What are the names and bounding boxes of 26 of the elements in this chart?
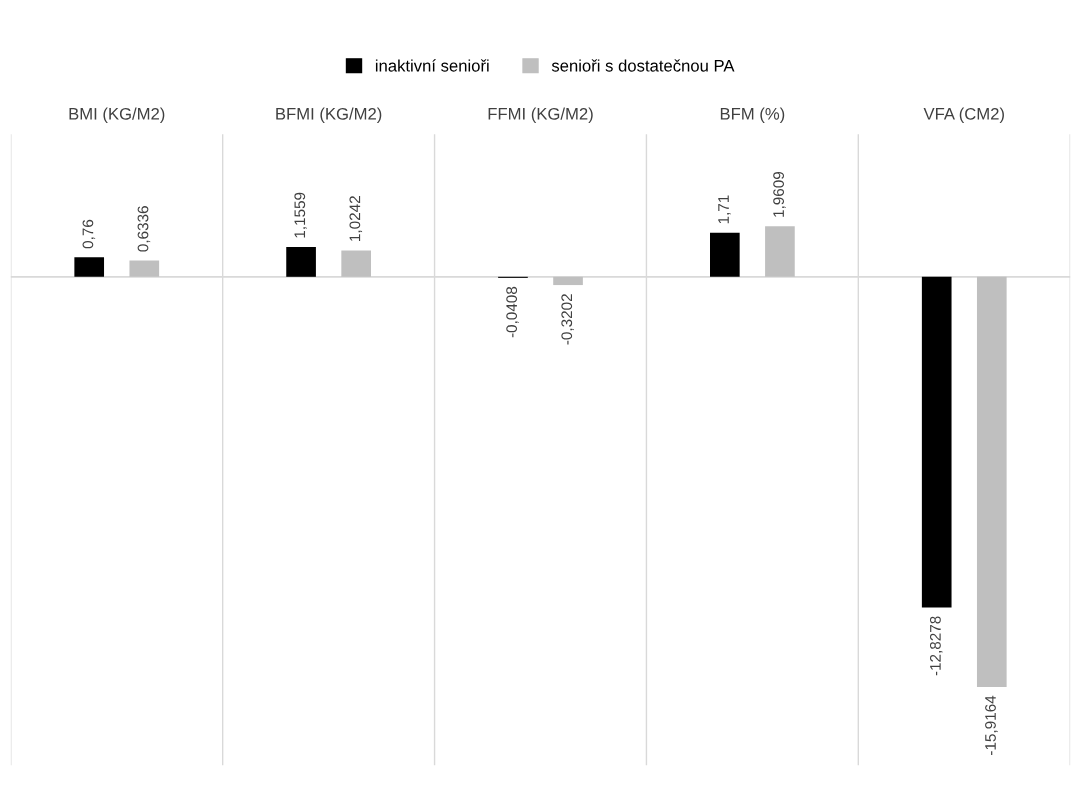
x-tick-label: BFMI (KG/M2) <box>276 107 382 124</box>
x-tick-label: VFA (CM2) <box>923 107 1004 124</box>
bar <box>341 250 371 277</box>
data-label: 1,71 <box>718 195 731 224</box>
data-label: 1,9609 <box>773 171 786 217</box>
data-label: -0,0408 <box>506 286 519 338</box>
x-tick-label: BMI (KG/M2) <box>69 107 165 124</box>
x-tick-label: FFMI (KG/M2) <box>488 107 593 124</box>
bar <box>553 276 583 286</box>
data-label: -15,9164 <box>985 695 998 755</box>
data-label: 0,6336 <box>137 206 151 252</box>
bar <box>765 226 795 277</box>
bar <box>976 276 1007 688</box>
data-label: 0,76 <box>82 219 96 249</box>
bar <box>286 247 316 277</box>
bar <box>921 276 952 608</box>
data-label: 1,1559 <box>294 192 307 238</box>
legend-label: senioři s dostatečnou PA <box>551 59 735 72</box>
data-label: -12,8278 <box>929 616 943 676</box>
x-tick-label: BFM (%) <box>720 107 785 124</box>
bar <box>74 257 105 277</box>
data-label: -0,3202 <box>561 294 574 345</box>
bar <box>710 232 740 277</box>
data-label: 1,0242 <box>349 196 363 241</box>
legend-label: inaktivní senioři <box>375 59 489 72</box>
bar <box>129 260 160 277</box>
